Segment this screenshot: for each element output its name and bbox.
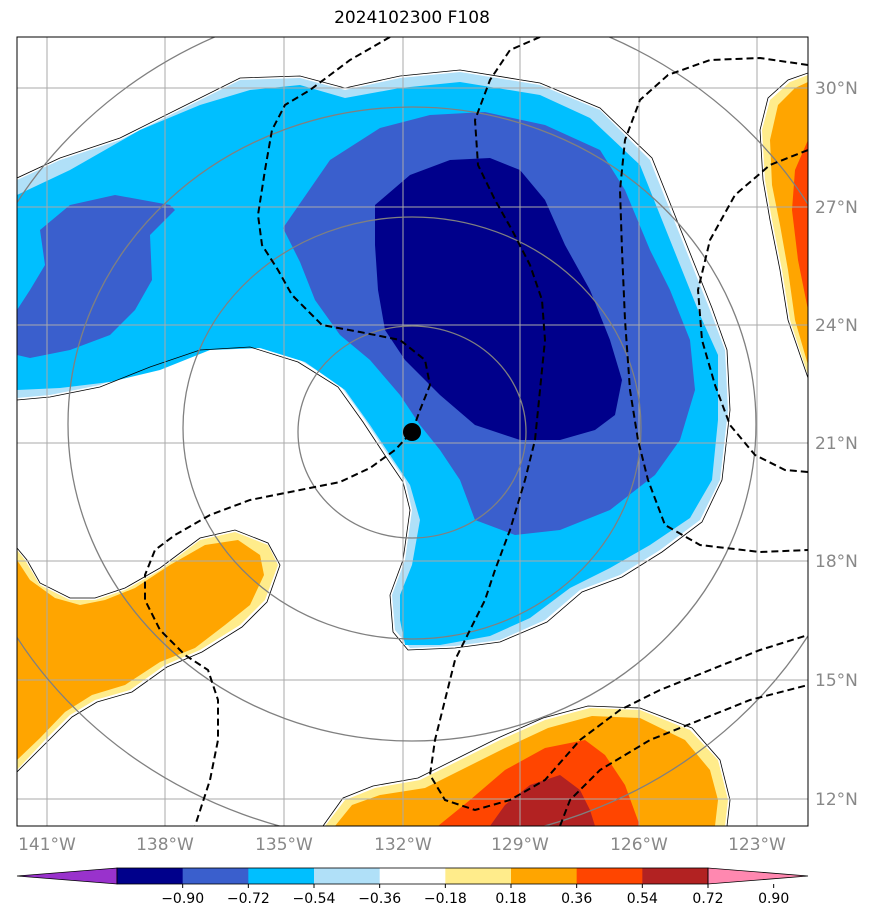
colorbar-tick-label: −0.54 <box>293 891 336 907</box>
contour-outlines <box>17 69 808 826</box>
latitude-labels: 30°N 27°N 24°N 21°N 18°N 15°N 12°N <box>815 79 858 810</box>
colorbar-tick-label: −0.36 <box>358 891 401 907</box>
range-rings <box>17 37 808 826</box>
lat-label: 18°N <box>815 552 858 572</box>
colorbar-tick-label: 0.72 <box>692 891 723 907</box>
colorbar: −0.90 −0.72 −0.54 −0.36 −0.18 0.18 0.36 0.54 0.7… <box>16 867 809 907</box>
lon-label: 123°W <box>728 835 786 855</box>
colorbar-segment <box>511 868 578 884</box>
colorbar-segment <box>248 868 315 884</box>
colorbar-tick-label: −0.90 <box>161 891 204 907</box>
colorbar-tick-label: 0.18 <box>495 891 526 907</box>
lat-label: 12°N <box>815 790 858 810</box>
lon-label: 126°W <box>610 835 668 855</box>
colorbar-extend-low <box>16 867 118 885</box>
lat-label: 15°N <box>815 671 858 691</box>
lon-label: 138°W <box>136 835 194 855</box>
colorbar-tick-label: 0.36 <box>561 891 592 907</box>
lon-label: 129°W <box>491 835 549 855</box>
colorbar-segment <box>576 868 643 884</box>
positive-anomaly-east <box>762 75 808 375</box>
colorbar-tick-label: −0.72 <box>227 891 270 907</box>
colorbar-segment <box>445 868 512 884</box>
colorbar-tick-label: 0.90 <box>758 891 789 907</box>
colorbar-segment <box>642 868 709 884</box>
longitude-labels: 141°W 138°W 135°W 132°W 129°W 126°W 123°… <box>18 835 786 855</box>
negative-anomaly-region <box>17 72 728 648</box>
lat-label: 27°N <box>815 198 858 218</box>
lat-label: 21°N <box>815 434 858 454</box>
colorbar-tick-label: −0.18 <box>424 891 467 907</box>
plot-frame <box>16 36 809 827</box>
map-plot-area <box>17 37 808 826</box>
fill-navy <box>375 158 622 440</box>
lon-label: 135°W <box>255 835 313 855</box>
map-title: 2024102300 F108 <box>334 8 490 28</box>
graticule <box>17 37 808 826</box>
colorbar-segment <box>314 868 381 884</box>
colorbar-segment <box>379 868 446 884</box>
lat-label: 24°N <box>815 316 858 336</box>
colorbar-tick-label: 0.54 <box>627 891 658 907</box>
colorbar-outline <box>116 867 709 885</box>
storm-center-marker <box>403 423 421 441</box>
colorbar-segment <box>117 868 184 884</box>
lon-label: 132°W <box>374 835 432 855</box>
dashed-contours <box>144 37 808 826</box>
colorbar-extend-high <box>707 867 809 885</box>
positive-anomaly-west <box>17 532 278 770</box>
lat-label: 30°N <box>815 79 858 99</box>
colorbar-segment <box>182 868 249 884</box>
lon-label: 141°W <box>18 835 76 855</box>
